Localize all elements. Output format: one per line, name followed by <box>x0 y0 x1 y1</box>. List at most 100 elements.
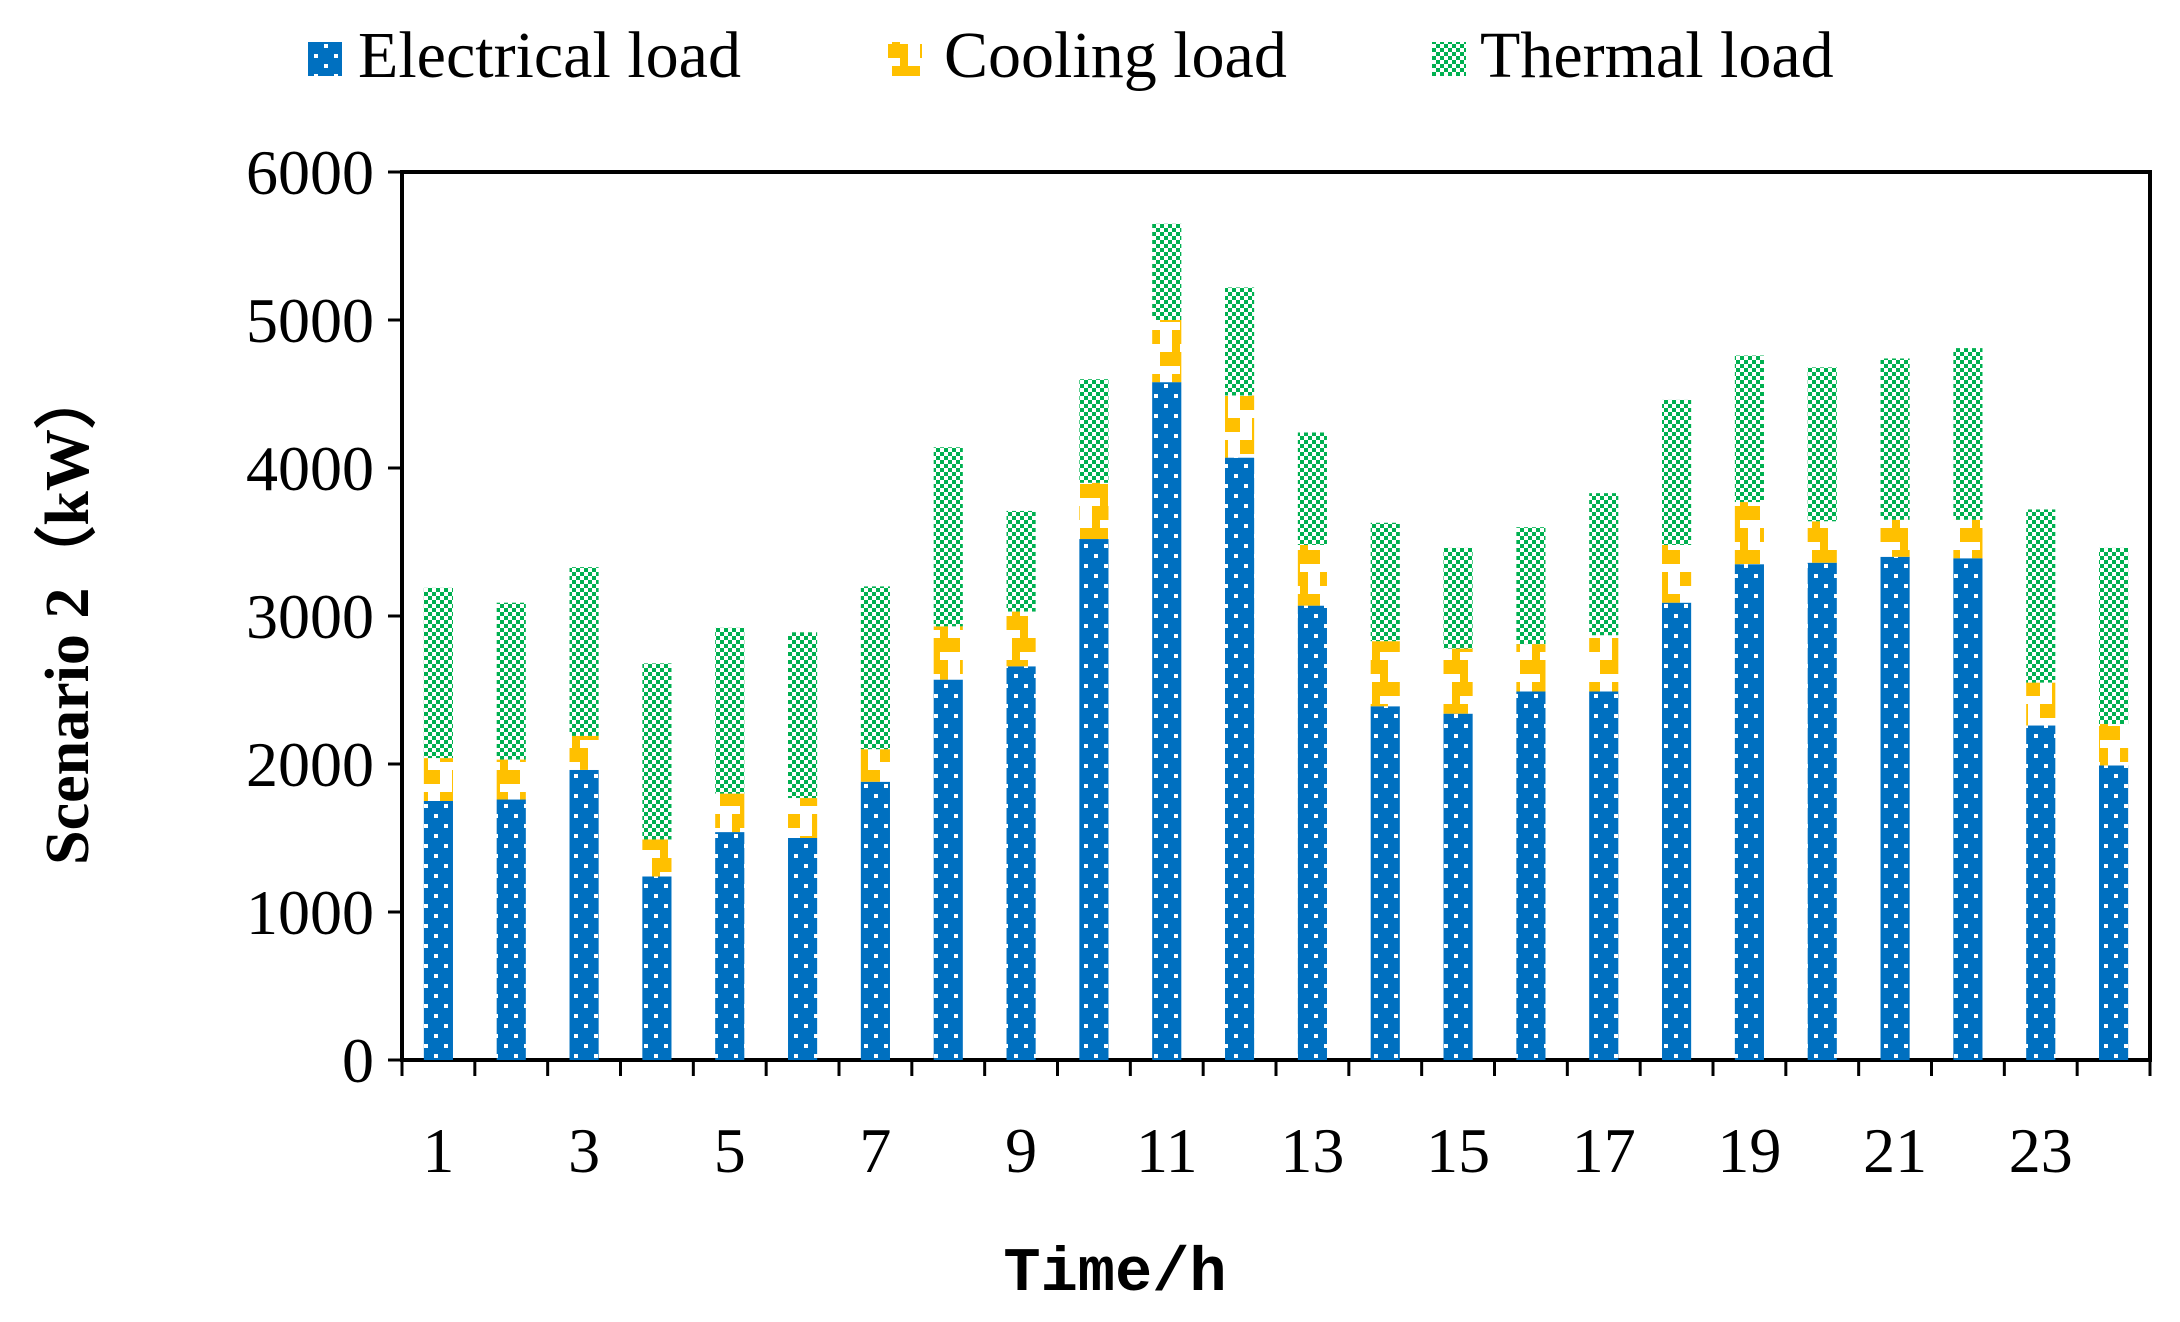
x-tick-label: 17 <box>1572 1115 1636 1186</box>
y-tick-label: 5000 <box>246 285 374 356</box>
bar-electrical-hour-4 <box>642 876 672 1060</box>
bar-electrical-hour-18 <box>1662 602 1692 1060</box>
bar-electrical-hour-17 <box>1589 691 1619 1060</box>
bar-thermal-hour-6 <box>788 632 818 799</box>
legend-swatch-thermal <box>1432 42 1466 76</box>
bar-thermal-hour-14 <box>1370 522 1400 642</box>
bar-cooling-hour-6 <box>788 798 818 838</box>
y-tick-label: 4000 <box>246 433 374 504</box>
bar-thermal-hour-12 <box>1225 287 1255 396</box>
bar-thermal-hour-4 <box>642 663 672 840</box>
bar-cooling-hour-15 <box>1443 648 1473 714</box>
bar-thermal-hour-11 <box>1152 223 1182 320</box>
bar-thermal-hour-3 <box>569 567 599 736</box>
y-tick-label: 6000 <box>246 137 374 208</box>
legend-item-electrical: Electrical load <box>308 19 741 92</box>
bar-cooling-hour-10 <box>1079 482 1109 540</box>
x-tick-label: 3 <box>568 1115 600 1186</box>
bar-thermal-hour-1 <box>423 587 453 759</box>
x-tick-label: 1 <box>422 1115 454 1186</box>
bar-cooling-hour-13 <box>1297 544 1327 606</box>
bar-cooling-hour-23 <box>2026 682 2056 726</box>
x-tick-label: 5 <box>714 1115 746 1186</box>
x-tick-label: 13 <box>1280 1115 1344 1186</box>
bar-electrical-hour-1 <box>423 801 453 1060</box>
bar-thermal-hour-7 <box>860 586 890 750</box>
bar-thermal-hour-15 <box>1443 547 1473 649</box>
x-tick-label: 15 <box>1426 1115 1490 1186</box>
x-tick-label: 7 <box>859 1115 891 1186</box>
bar-thermal-hour-24 <box>2099 547 2129 725</box>
bar-electrical-hour-22 <box>1953 558 1983 1060</box>
bar-thermal-hour-17 <box>1589 493 1619 636</box>
bar-electrical-hour-11 <box>1152 382 1182 1060</box>
bar-electrical-hour-23 <box>2026 725 2056 1060</box>
bar-electrical-hour-13 <box>1297 605 1327 1060</box>
bar-electrical-hour-6 <box>788 838 818 1060</box>
bar-electrical-hour-7 <box>860 781 890 1060</box>
x-tick-label: 21 <box>1863 1115 1927 1186</box>
bar-thermal-hour-16 <box>1516 527 1546 645</box>
bar-electrical-hour-8 <box>933 679 963 1060</box>
bar-electrical-hour-2 <box>496 799 526 1060</box>
bar-thermal-hour-23 <box>2026 509 2056 683</box>
bar-cooling-hour-20 <box>1807 521 1837 563</box>
bar-cooling-hour-16 <box>1516 644 1546 692</box>
bar-electrical-hour-20 <box>1807 562 1837 1060</box>
legend: Electrical load Cooling load Thermal loa… <box>308 19 1834 92</box>
legend-label-thermal: Thermal load <box>1480 19 1834 92</box>
bar-cooling-hour-1 <box>423 758 453 801</box>
bar-electrical-hour-3 <box>569 769 599 1060</box>
bar-cooling-hour-21 <box>1880 519 1910 557</box>
bar-thermal-hour-22 <box>1953 348 1983 520</box>
bar-cooling-hour-22 <box>1953 519 1983 559</box>
bar-cooling-hour-4 <box>642 839 672 877</box>
bar-electrical-hour-9 <box>1006 666 1036 1060</box>
bar-cooling-hour-8 <box>933 626 963 680</box>
legend-swatch-electrical <box>308 42 342 76</box>
bar-cooling-hour-7 <box>860 749 890 782</box>
y-tick-label: 3000 <box>246 581 374 652</box>
bar-electrical-hour-10 <box>1079 539 1109 1060</box>
bar-cooling-hour-9 <box>1006 611 1036 667</box>
legend-item-thermal: Thermal load <box>1432 19 1834 92</box>
bar-cooling-hour-5 <box>715 793 745 833</box>
bar-cooling-hour-11 <box>1152 320 1182 383</box>
bar-thermal-hour-8 <box>933 447 963 627</box>
legend-label-cooling: Cooling load <box>944 19 1287 92</box>
bar-thermal-hour-19 <box>1734 355 1764 503</box>
bar-cooling-hour-18 <box>1662 544 1692 603</box>
bar-electrical-hour-21 <box>1880 556 1910 1060</box>
legend-item-cooling: Cooling load <box>888 19 1287 92</box>
bar-cooling-hour-3 <box>569 735 599 770</box>
bar-thermal-hour-13 <box>1297 432 1327 545</box>
y-axis-title: Scenario 2（kW） <box>32 367 102 865</box>
bar-cooling-hour-2 <box>496 759 526 800</box>
y-tick-label: 2000 <box>246 729 374 800</box>
legend-label-electrical: Electrical load <box>358 19 741 92</box>
bar-thermal-hour-9 <box>1006 510 1036 612</box>
bar-cooling-hour-12 <box>1225 395 1255 458</box>
bar-thermal-hour-20 <box>1807 367 1837 522</box>
bar-thermal-hour-18 <box>1662 399 1692 545</box>
x-axis-title: Time/h <box>1003 1238 1226 1309</box>
y-tick-label: 1000 <box>246 877 374 948</box>
bar-thermal-hour-10 <box>1079 379 1109 483</box>
x-tick-label: 9 <box>1005 1115 1037 1186</box>
bar-cooling-hour-24 <box>2099 724 2129 766</box>
bar-electrical-hour-24 <box>2099 765 2129 1060</box>
bars <box>423 223 2129 1060</box>
bar-cooling-hour-14 <box>1370 641 1400 707</box>
x-tick-label: 19 <box>1717 1115 1781 1186</box>
bar-cooling-hour-17 <box>1589 635 1619 692</box>
bar-thermal-hour-5 <box>715 627 745 794</box>
bar-electrical-hour-14 <box>1370 706 1400 1060</box>
bar-electrical-hour-16 <box>1516 691 1546 1060</box>
x-tick-label: 11 <box>1136 1115 1198 1186</box>
bar-thermal-hour-21 <box>1880 358 1910 520</box>
bar-cooling-hour-19 <box>1734 502 1764 565</box>
bar-electrical-hour-12 <box>1225 457 1255 1060</box>
bar-electrical-hour-19 <box>1734 564 1764 1060</box>
